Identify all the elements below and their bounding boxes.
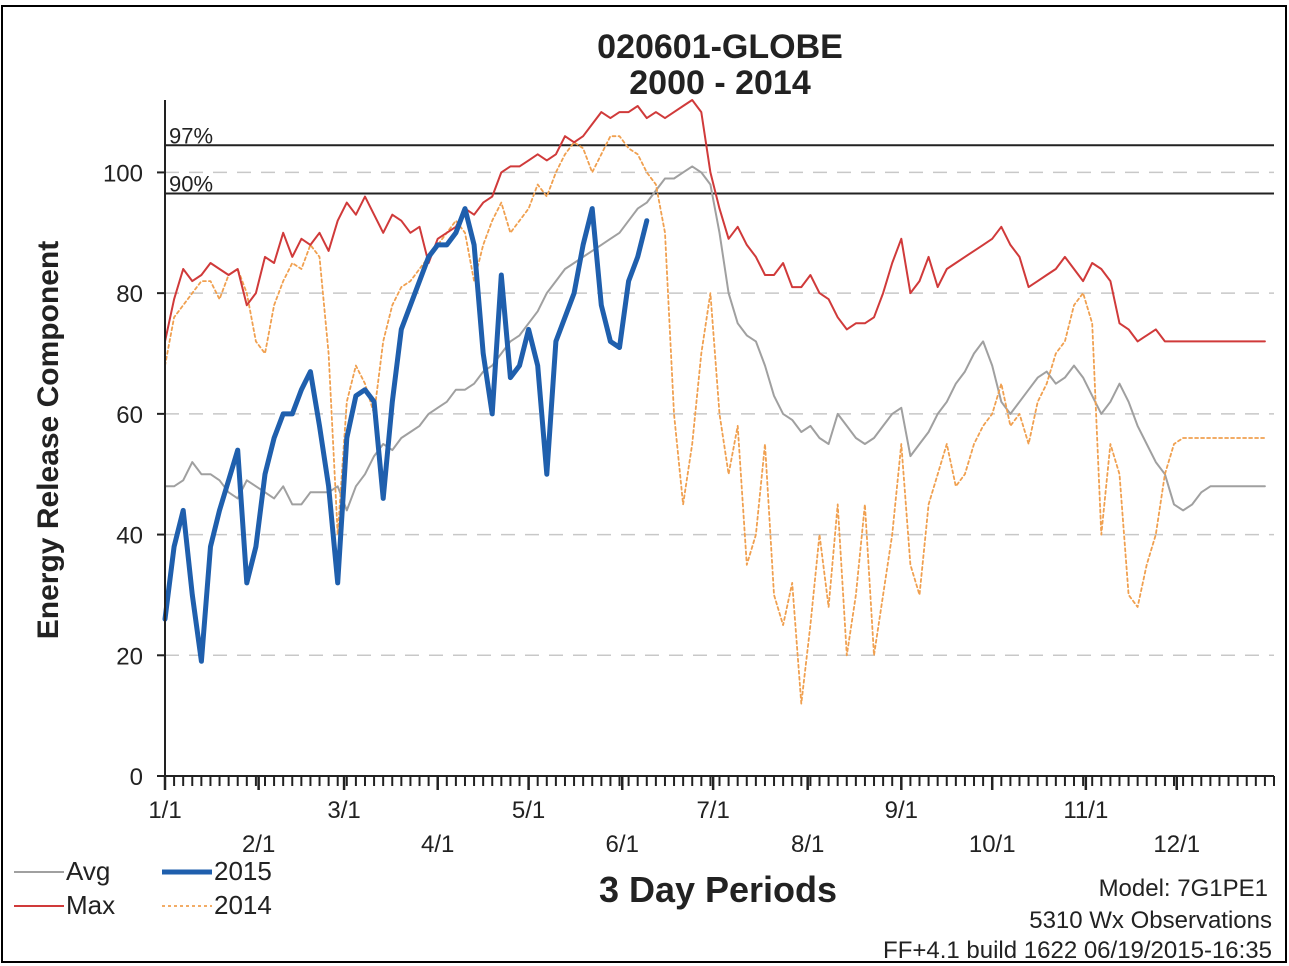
series-line-avg <box>164 165 1266 512</box>
y-axis-label: Energy Release Component <box>32 241 65 639</box>
footer-observations: 5310 Wx Observations <box>1029 907 1272 934</box>
reference-line-label: 90% <box>169 172 213 197</box>
legend: Avg 2015 Max 2014 <box>14 856 272 920</box>
x-axis-ticks: 1/1 2/1 3/1 4/1 5/1 6/1 7/1 8/1 9/1 10/1 11/1 12/1 <box>148 776 1275 858</box>
x-tick-label: 2/1 <box>242 831 275 858</box>
x-tick-label: 11/1 <box>1063 797 1108 824</box>
x-tick-label: 6/1 <box>606 831 639 858</box>
reference-lines: 97% 90% <box>165 123 1274 197</box>
x-tick-label: 3/1 <box>327 797 360 824</box>
x-tick-label: 5/1 <box>512 797 545 824</box>
y-tick-label: 0 <box>130 764 143 791</box>
chart-title: 020601-GLOBE <box>597 28 843 66</box>
footer-model: Model: 7G1PE1 <box>1099 875 1268 902</box>
series-lines <box>162 99 1266 705</box>
x-axis-label: 3 Day Periods <box>599 869 837 910</box>
y-tick-label: 20 <box>116 643 143 670</box>
legend-label: 2015 <box>214 856 272 886</box>
chart-subtitle: 2000 - 2014 <box>629 64 811 102</box>
legend-label: Avg <box>66 856 110 886</box>
chart-frame <box>1 5 1287 963</box>
x-tick-label: 7/1 <box>696 797 729 824</box>
series-line-max <box>164 99 1266 343</box>
x-tick-label: 12/1 <box>1153 831 1200 858</box>
legend-label: Max <box>66 890 115 920</box>
x-tick-label: 10/1 <box>969 831 1016 858</box>
footer-build: FF+4.1 build 1622 06/19/2015-16:35 <box>883 937 1272 964</box>
x-tick-label: 4/1 <box>421 831 454 858</box>
x-tick-label: 1/1 <box>148 797 181 824</box>
grid-lines <box>165 171 1274 657</box>
reference-line-label: 97% <box>169 123 213 148</box>
y-axis-ticks: 0 20 40 60 80 100 <box>103 160 165 791</box>
series-line-2015 <box>162 206 650 664</box>
x-tick-label: 9/1 <box>885 797 918 824</box>
y-tick-label: 60 <box>116 402 143 429</box>
y-tick-label: 80 <box>116 281 143 308</box>
x-tick-label: 8/1 <box>791 831 824 858</box>
y-tick-label: 100 <box>103 160 143 187</box>
y-tick-label: 40 <box>116 523 143 550</box>
series-line-2014 <box>164 135 1266 705</box>
legend-label: 2014 <box>214 890 272 920</box>
